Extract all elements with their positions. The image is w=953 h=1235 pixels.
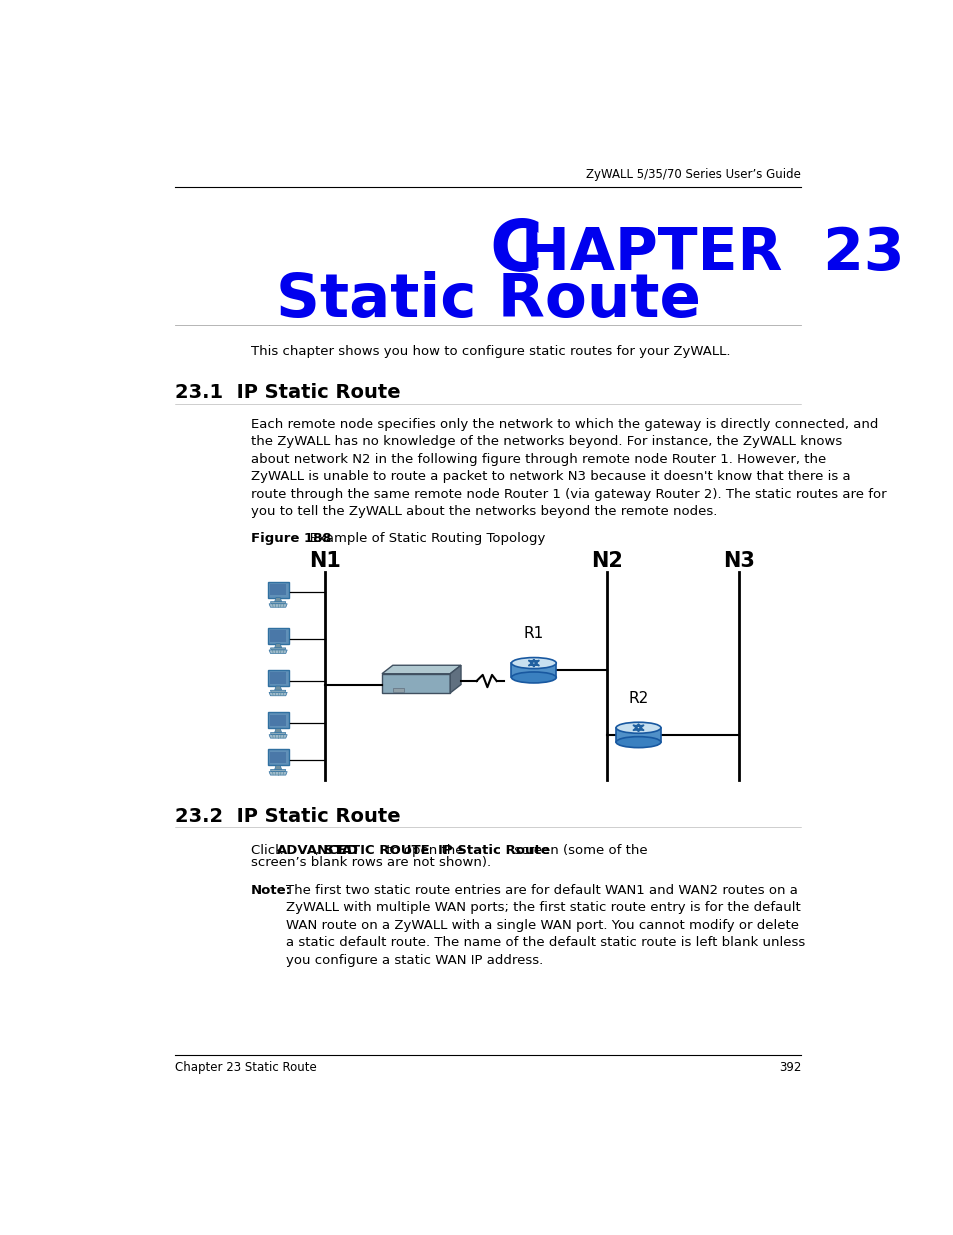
- FancyBboxPatch shape: [270, 672, 286, 684]
- Text: Each remote node specifies only the network to which the gateway is directly con: Each remote node specifies only the netw…: [251, 417, 885, 519]
- FancyBboxPatch shape: [268, 671, 289, 687]
- Text: screen’s blank rows are not shown).: screen’s blank rows are not shown).: [251, 856, 491, 869]
- FancyBboxPatch shape: [270, 715, 286, 726]
- FancyBboxPatch shape: [270, 630, 286, 642]
- Polygon shape: [270, 769, 286, 772]
- Text: ADVANCED: ADVANCED: [276, 844, 358, 857]
- Text: Click: Click: [251, 844, 287, 857]
- Text: 23.2  IP Static Route: 23.2 IP Static Route: [174, 806, 400, 825]
- Polygon shape: [269, 735, 287, 739]
- Text: 23.1  IP Static Route: 23.1 IP Static Route: [174, 383, 400, 403]
- Text: to open the: to open the: [381, 844, 467, 857]
- FancyBboxPatch shape: [268, 713, 289, 729]
- Text: ZyWALL 5/35/70 Series User’s Guide: ZyWALL 5/35/70 Series User’s Guide: [586, 168, 801, 182]
- Polygon shape: [274, 729, 281, 732]
- Text: Chapter 23 Static Route: Chapter 23 Static Route: [174, 1061, 316, 1074]
- Polygon shape: [381, 674, 450, 693]
- Text: Note:: Note:: [251, 883, 292, 897]
- Polygon shape: [269, 772, 287, 776]
- FancyBboxPatch shape: [393, 688, 403, 692]
- Text: IP Static Route: IP Static Route: [437, 844, 550, 857]
- Polygon shape: [274, 766, 281, 769]
- Text: N2: N2: [591, 551, 622, 571]
- Ellipse shape: [616, 722, 660, 734]
- Polygon shape: [381, 666, 460, 674]
- Polygon shape: [511, 663, 556, 678]
- Polygon shape: [269, 693, 287, 695]
- Ellipse shape: [616, 736, 660, 747]
- Polygon shape: [274, 598, 281, 601]
- Text: ,: ,: [315, 844, 323, 857]
- Text: N3: N3: [722, 551, 755, 571]
- Polygon shape: [616, 727, 660, 742]
- Text: 392: 392: [778, 1061, 801, 1074]
- Text: The first two static route entries are for default WAN1 and WAN2 routes on a
ZyW: The first two static route entries are f…: [286, 883, 804, 967]
- FancyBboxPatch shape: [270, 752, 286, 763]
- Polygon shape: [270, 601, 286, 604]
- FancyBboxPatch shape: [268, 627, 289, 643]
- Polygon shape: [269, 604, 287, 608]
- Polygon shape: [270, 690, 286, 693]
- FancyBboxPatch shape: [270, 584, 286, 595]
- Text: N1: N1: [309, 551, 340, 571]
- Text: R1: R1: [523, 626, 543, 641]
- FancyBboxPatch shape: [268, 750, 289, 766]
- FancyBboxPatch shape: [268, 582, 289, 598]
- Text: This chapter shows you how to configure static routes for your ZyWALL.: This chapter shows you how to configure …: [251, 345, 730, 358]
- Text: HAPTER  23: HAPTER 23: [521, 225, 904, 283]
- Polygon shape: [270, 648, 286, 650]
- Ellipse shape: [511, 657, 556, 668]
- Polygon shape: [450, 666, 460, 693]
- Text: STATIC ROUTE: STATIC ROUTE: [324, 844, 430, 857]
- Text: screen (some of the: screen (some of the: [510, 844, 647, 857]
- Text: Figure 188: Figure 188: [251, 531, 332, 545]
- Polygon shape: [270, 732, 286, 735]
- Text: C: C: [488, 217, 541, 287]
- Ellipse shape: [511, 672, 556, 683]
- Polygon shape: [269, 650, 287, 653]
- Text: Static Route: Static Route: [276, 272, 700, 331]
- Text: Example of Static Routing Topology: Example of Static Routing Topology: [297, 531, 545, 545]
- Polygon shape: [274, 643, 281, 648]
- Polygon shape: [274, 687, 281, 690]
- Text: R2: R2: [628, 690, 648, 705]
